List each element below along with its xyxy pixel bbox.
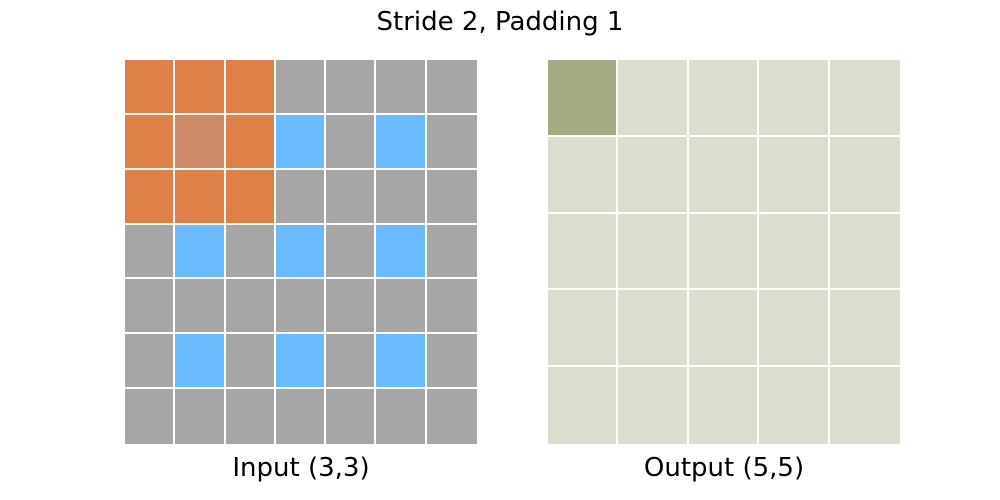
output-cell bbox=[688, 60, 760, 137]
output-cell bbox=[548, 213, 619, 291]
input-cell-kernel bbox=[175, 169, 226, 225]
input-cell-padding bbox=[426, 334, 477, 390]
input-cell-padding bbox=[426, 279, 477, 335]
input-cell-padding bbox=[326, 224, 377, 280]
output-cell bbox=[829, 60, 900, 137]
input-cell-padding bbox=[376, 169, 427, 225]
output-cell bbox=[688, 136, 760, 214]
input-cell-input bbox=[275, 114, 327, 170]
input-cell-padding bbox=[426, 169, 477, 225]
input-cell-kernel bbox=[225, 114, 276, 170]
input-cell-padding bbox=[125, 279, 176, 335]
input-cell-kernel bbox=[125, 60, 176, 115]
output-cell bbox=[688, 367, 760, 444]
output-cell bbox=[759, 213, 830, 291]
output-cell bbox=[548, 367, 619, 444]
input-cell-padding bbox=[426, 224, 477, 280]
output-cell bbox=[548, 136, 619, 214]
output-cell bbox=[759, 60, 830, 137]
output-cell bbox=[688, 213, 760, 291]
input-cell-kernel-center bbox=[175, 114, 226, 170]
input-cell-padding bbox=[275, 279, 327, 335]
output-cell bbox=[759, 367, 830, 444]
input-grid bbox=[125, 60, 477, 444]
input-cell-padding bbox=[125, 389, 176, 444]
input-cell-padding bbox=[426, 60, 477, 115]
input-cell-padding bbox=[326, 169, 377, 225]
output-cell bbox=[829, 290, 900, 368]
input-cell-padding bbox=[426, 389, 477, 444]
input-cell-padding bbox=[326, 60, 377, 115]
output-cell bbox=[618, 290, 689, 368]
input-cell-padding bbox=[326, 334, 377, 390]
input-cell-input bbox=[376, 114, 427, 170]
input-cell-padding bbox=[326, 279, 377, 335]
output-cell bbox=[829, 367, 900, 444]
output-cell-active bbox=[548, 60, 619, 137]
input-cell-input bbox=[376, 224, 427, 280]
input-cell-padding bbox=[426, 114, 477, 170]
input-cell-padding bbox=[125, 334, 176, 390]
diagram-title: Stride 2, Padding 1 bbox=[376, 7, 624, 37]
input-cell-padding bbox=[225, 279, 276, 335]
input-cell-kernel bbox=[225, 60, 276, 115]
input-cell-input bbox=[275, 334, 327, 390]
input-cell-padding bbox=[326, 114, 377, 170]
output-cell bbox=[618, 60, 689, 137]
input-cell-padding bbox=[225, 224, 276, 280]
input-cell-input bbox=[175, 334, 226, 390]
output-cell bbox=[688, 290, 760, 368]
input-cell-padding bbox=[275, 389, 327, 444]
output-grid-label: Output (5,5) bbox=[643, 453, 805, 483]
output-cell bbox=[829, 136, 900, 214]
input-cell-padding bbox=[125, 224, 176, 280]
input-cell-input bbox=[175, 224, 226, 280]
input-cell-padding bbox=[326, 389, 377, 444]
input-cell-kernel bbox=[225, 169, 276, 225]
input-cell-kernel bbox=[125, 169, 176, 225]
output-cell bbox=[618, 213, 689, 291]
output-cell bbox=[618, 136, 689, 214]
input-cell-padding bbox=[376, 389, 427, 444]
input-cell-padding bbox=[225, 389, 276, 444]
input-cell-padding bbox=[175, 389, 226, 444]
input-cell-padding bbox=[275, 60, 327, 115]
input-cell-padding bbox=[225, 334, 276, 390]
input-cell-kernel bbox=[125, 114, 176, 170]
output-cell bbox=[829, 213, 900, 291]
output-grid bbox=[548, 60, 900, 444]
input-cell-input bbox=[376, 334, 427, 390]
input-cell-input bbox=[275, 224, 327, 280]
output-cell bbox=[759, 136, 830, 214]
input-cell-padding bbox=[175, 279, 226, 335]
input-cell-padding bbox=[376, 60, 427, 115]
input-cell-padding bbox=[376, 279, 427, 335]
input-grid-label: Input (3,3) bbox=[232, 453, 370, 483]
output-cell bbox=[759, 290, 830, 368]
output-cell bbox=[618, 367, 689, 444]
input-cell-kernel bbox=[175, 60, 226, 115]
output-cell bbox=[548, 290, 619, 368]
input-cell-padding bbox=[275, 169, 327, 225]
